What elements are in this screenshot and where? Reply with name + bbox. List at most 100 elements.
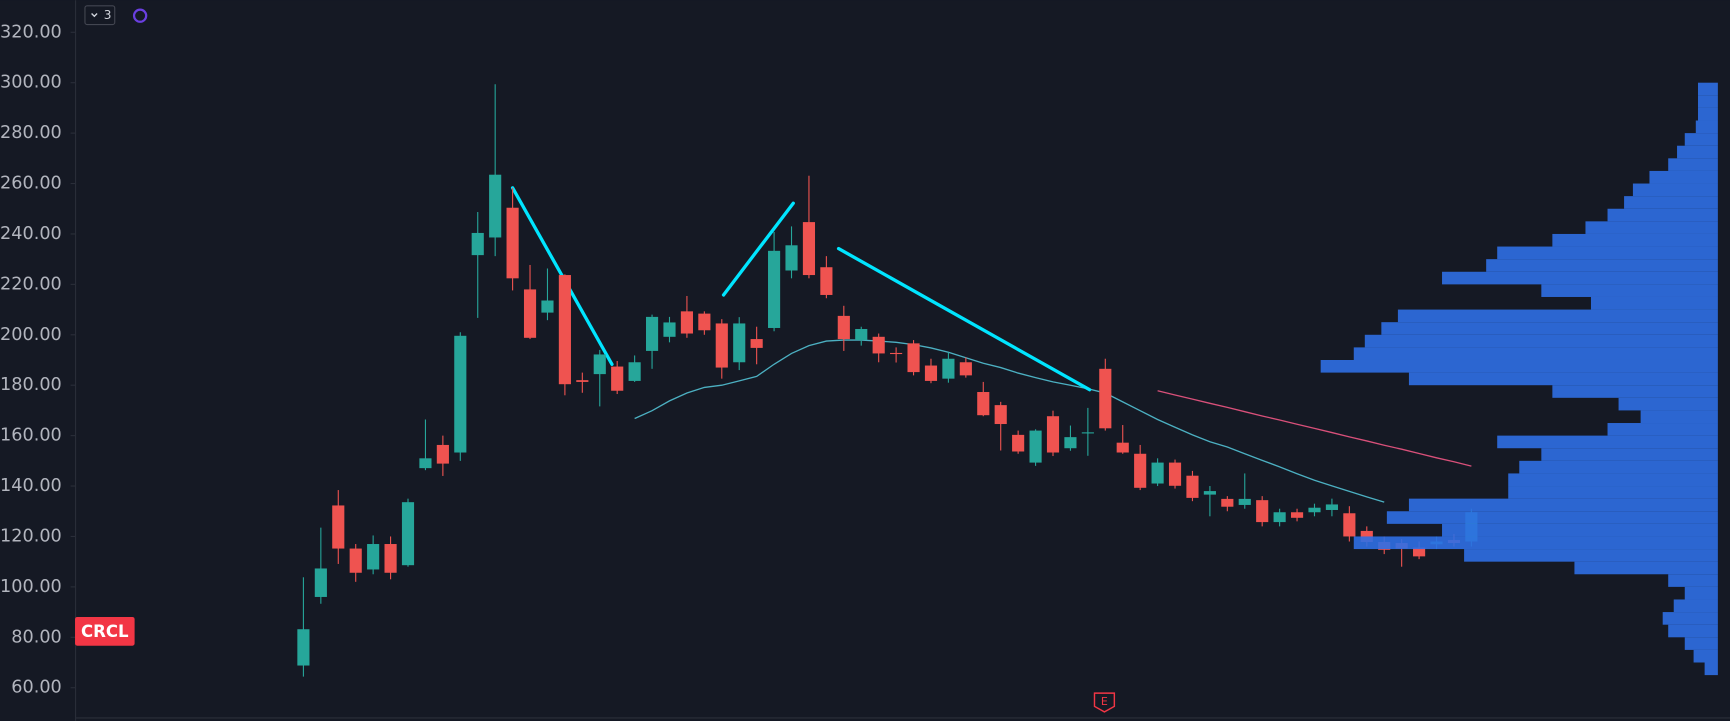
- candle-body: [384, 544, 397, 573]
- candle-body: [349, 548, 362, 573]
- candle-body: [1343, 513, 1356, 537]
- symbol-label: CRCL: [81, 622, 129, 641]
- candle-body: [367, 544, 380, 570]
- volume-profile-bar: [1353, 536, 1718, 550]
- volume-profile-bar: [1668, 574, 1718, 587]
- candle-body: [523, 289, 537, 338]
- chevron: [91, 13, 98, 18]
- candle-body: [471, 232, 484, 256]
- trend-line: [836, 246, 1092, 392]
- y-tick-label: 180.00: [0, 375, 62, 395]
- candle-body: [802, 222, 816, 276]
- candle-body: [680, 311, 693, 334]
- volume-profile-bar: [1541, 448, 1718, 461]
- sync-icon[interactable]: [132, 8, 148, 23]
- candle-body: [593, 354, 606, 375]
- earnings-shape[interactable]: [1093, 692, 1116, 713]
- y-tick-label: 160.00: [0, 426, 62, 446]
- volume-profile-bar: [1668, 624, 1718, 638]
- candle-body: [1116, 442, 1129, 453]
- candle-body: [890, 352, 903, 355]
- volume-profile-bar: [1673, 599, 1718, 613]
- candle-body: [1168, 462, 1182, 486]
- volume-profile-bar: [1618, 397, 1718, 411]
- plot: 60.00 80.00 100.00 120.00 140.00 160.00 180.00…: [0, 22, 1718, 698]
- volume-profile-bar: [1486, 259, 1718, 272]
- volume-profile-bar: [1574, 561, 1718, 575]
- volume-profile-bar: [1684, 586, 1718, 600]
- candle-body: [419, 458, 432, 469]
- candle-body: [332, 505, 345, 549]
- volume-profile-bar: [1698, 95, 1718, 108]
- candle-body: [1221, 498, 1234, 507]
- volume-profile-bar: [1320, 359, 1718, 373]
- candle-body: [924, 365, 938, 381]
- y-tick-label: 60.00: [11, 678, 62, 698]
- volume-profile-bar: [1624, 196, 1718, 209]
- volume-profile-bar: [1508, 486, 1718, 499]
- moving-average: [634, 339, 1385, 503]
- volume-profile-bar: [1640, 410, 1718, 424]
- candle-body: [698, 313, 711, 331]
- icon-ring: [132, 8, 148, 23]
- candle-body: [1046, 416, 1060, 453]
- candle-body: [297, 629, 310, 666]
- volume-profile-bar: [1381, 322, 1718, 335]
- volume-profile-bar: [1552, 233, 1718, 247]
- earnings-flag[interactable]: E: [1093, 692, 1116, 713]
- candle-body: [942, 358, 955, 379]
- volume-profile-bar: [1442, 523, 1718, 537]
- candle-body: [436, 444, 449, 464]
- candle-body: [628, 362, 641, 381]
- volume-profile-bar: [1497, 246, 1718, 260]
- candle-body: [1012, 434, 1025, 452]
- candle-body: [558, 275, 571, 385]
- volume-profile-bar: [1541, 284, 1718, 297]
- candle-body: [907, 343, 920, 373]
- candle-body: [733, 323, 746, 363]
- candle-body: [1290, 512, 1304, 518]
- candle-body: [454, 335, 467, 453]
- volume-profile-bar: [1684, 637, 1718, 650]
- candle-body: [1151, 462, 1164, 484]
- volume-profile-bar: [1386, 511, 1718, 524]
- candle-body: [1360, 530, 1373, 543]
- candle-body: [1238, 498, 1251, 505]
- candle-body: [663, 322, 676, 337]
- volume-profile-bar: [1408, 498, 1718, 512]
- candle-body: [994, 405, 1007, 425]
- candle-body: [977, 392, 990, 416]
- volume-profile-bar: [1464, 549, 1718, 562]
- volume-profile-bar: [1607, 423, 1718, 436]
- y-tick-label: 300.00: [0, 73, 62, 93]
- volume-profile-bar: [1408, 372, 1718, 386]
- volume-profile-bar: [1704, 662, 1718, 676]
- volume-profile-bar: [1497, 435, 1718, 449]
- candle-body: [855, 328, 868, 341]
- toggle-box[interactable]: [84, 5, 116, 26]
- y-tick-label: 120.00: [0, 526, 62, 546]
- indicator-toggle[interactable]: 3: [84, 5, 116, 26]
- y-tick-label: 260.00: [0, 174, 62, 194]
- y-tick-label: 240.00: [0, 224, 62, 244]
- y-tick-label: 320.00: [0, 22, 62, 42]
- volume-profile-bar: [1698, 107, 1718, 121]
- candle-body: [576, 380, 589, 382]
- candle-body: [1186, 475, 1199, 498]
- volume-profile-bar: [1695, 120, 1718, 134]
- volume-profile-bar: [1662, 612, 1718, 625]
- candle-body: [1413, 547, 1426, 557]
- volume-profile-bar: [1698, 82, 1718, 96]
- candle-body: [1064, 437, 1077, 449]
- candle-body: [1308, 507, 1321, 513]
- candle-body: [1203, 491, 1216, 495]
- volume-profile-bar: [1585, 221, 1718, 234]
- candle-body: [1029, 430, 1042, 463]
- y-tick-label: 220.00: [0, 274, 62, 294]
- y-tick-label: 280.00: [0, 123, 62, 143]
- candle-body: [715, 323, 728, 368]
- candle-body: [1081, 432, 1094, 434]
- volume-profile-bar: [1364, 334, 1718, 348]
